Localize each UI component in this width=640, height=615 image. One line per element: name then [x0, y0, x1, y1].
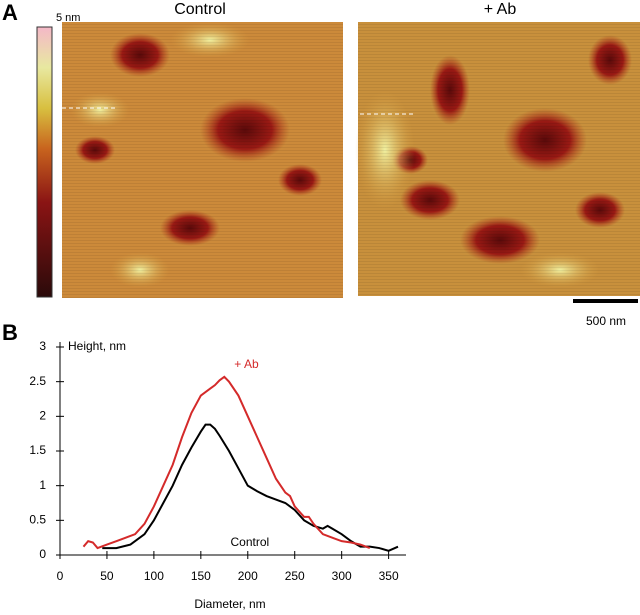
y-tick-label: 2.5 — [29, 374, 46, 388]
colorbar-label: 5 nm — [56, 12, 80, 24]
x-tick-label: 200 — [238, 569, 258, 583]
x-tick-label: 250 — [285, 569, 305, 583]
x-tick-label: 100 — [144, 569, 164, 583]
series-line — [102, 423, 399, 552]
x-tick-label: 0 — [57, 569, 64, 583]
y-tick-label: 0.5 — [29, 513, 46, 527]
series-label: + Ab — [234, 357, 259, 371]
x-tick-label: 350 — [379, 569, 399, 583]
chart: 0 0.5 1 1.5 2 2.5 3 0 50 100 150 200 250 300 350 Height… — [29, 339, 406, 611]
y-tick-label: 2 — [39, 409, 46, 423]
scale-bar-label: 500 nm — [586, 314, 626, 328]
image-title: Control — [174, 1, 226, 18]
series-label: Control — [231, 535, 270, 549]
panel-label: A — [2, 0, 18, 25]
afm-image — [62, 22, 343, 298]
y-axis-label: Height, nm — [68, 339, 126, 353]
y-tick-label: 1.5 — [29, 443, 46, 457]
y-tick-label: 3 — [39, 339, 46, 353]
afm-image — [355, 22, 640, 296]
image-title: + Ab — [484, 1, 517, 18]
y-tick-label: 1 — [39, 478, 46, 492]
x-tick-label: 150 — [191, 569, 211, 583]
x-tick-label: 50 — [100, 569, 114, 583]
x-tick-label: 300 — [332, 569, 352, 583]
x-axis-label: Diameter, nm — [194, 597, 265, 611]
colorbar — [36, 26, 53, 298]
y-tick-label: 0 — [39, 547, 46, 561]
series-line — [82, 375, 371, 550]
panel-label: B — [2, 320, 18, 345]
